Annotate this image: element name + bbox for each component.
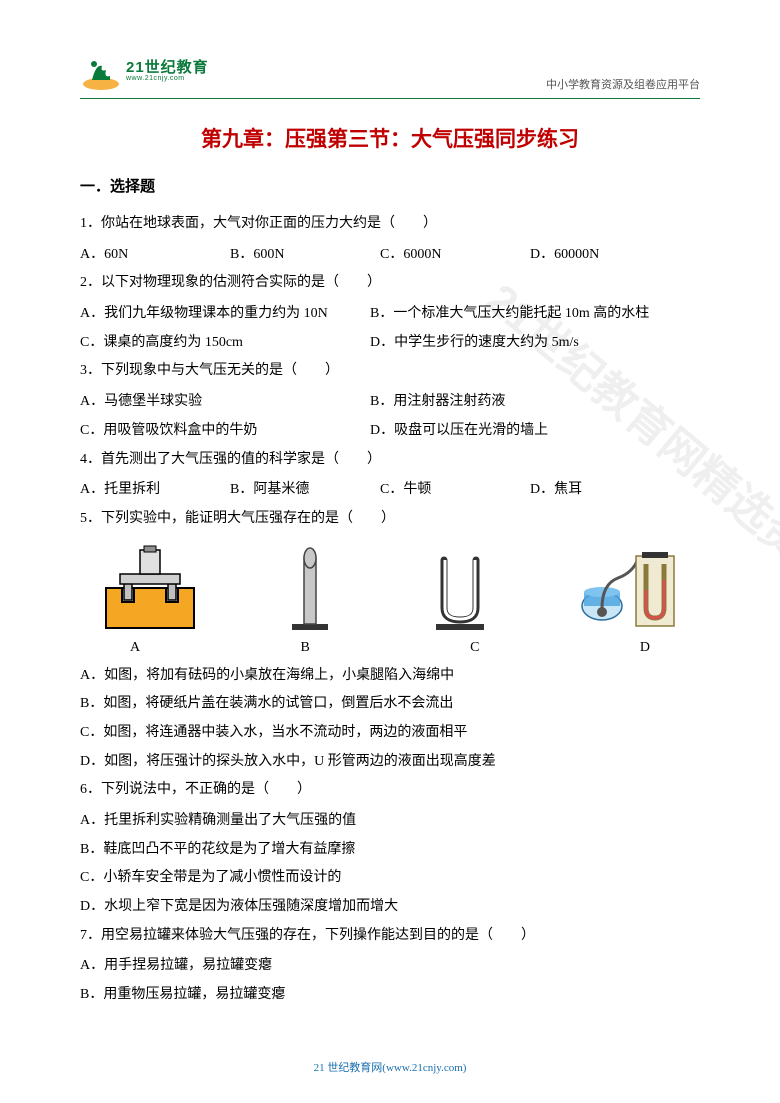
q4-optD: D．焦耳 — [530, 476, 680, 505]
page: 21世纪教育 www.21cnjy.com 中小学教育资源及组卷应用平台 第九章… — [0, 0, 780, 1103]
q2-optD: D．中学生步行的速度大约为 5m/s — [370, 329, 579, 358]
q3-row2: C．用吸管吸饮料盒中的牛奶 D．吸盘可以压在光滑的墙上 — [80, 417, 700, 446]
q6-optC: C．小轿车安全带是为了减小惯性而设计的 — [80, 864, 700, 893]
q5-figures — [80, 536, 700, 636]
q5-optB: B．如图，将硬纸片盖在装满水的试管口，倒置后水不会流出 — [80, 690, 700, 719]
q1-optC: C．6000N — [380, 241, 530, 270]
q5-fig-a — [100, 544, 200, 632]
q1-stem: 1．你站在地球表面，大气对你正面的压力大约是（ ） — [80, 210, 700, 239]
q4-optC: C．牛顿 — [380, 476, 530, 505]
q5-fig-label-d: D — [640, 640, 650, 656]
q5-stem: 5．下列实验中，能证明大气压强存在的是（ ） — [80, 505, 700, 534]
header-right-text: 中小学教育资源及组卷应用平台 — [546, 76, 700, 92]
q4-stem: 4．首先测出了大气压强的值的科学家是（ ） — [80, 446, 700, 475]
q5-optC: C．如图，将连通器中装入水，当水不流动时，两边的液面相平 — [80, 719, 700, 748]
q3-optC: C．用吸管吸饮料盒中的牛奶 — [80, 417, 370, 446]
q5-optD: D．如图，将压强计的探头放入水中，U 形管两边的液面出现高度差 — [80, 748, 700, 777]
q5-fig-labels: A B C D — [80, 636, 700, 662]
q3-optA: A．马德堡半球实验 — [80, 388, 370, 417]
q5-fig-c — [420, 544, 500, 632]
q4-optA: A．托里拆利 — [80, 476, 230, 505]
logo: 21世纪教育 www.21cnjy.com — [80, 50, 209, 92]
q6-optA: A．托里拆利实验精确测量出了大气压强的值 — [80, 807, 700, 836]
q7-stem: 7．用空易拉罐来体验大气压强的存在，下列操作能达到目的的是（ ） — [80, 922, 700, 951]
q2-optA: A．我们九年级物理课本的重力约为 10N — [80, 300, 370, 329]
q3-row1: A．马德堡半球实验 B．用注射器注射药液 — [80, 388, 700, 417]
q2-stem: 2．以下对物理现象的估测符合实际的是（ ） — [80, 269, 700, 298]
q5-fig-label-b: B — [300, 640, 309, 656]
logo-text: 21世纪教育 www.21cnjy.com — [126, 60, 209, 82]
q2-row2: C．课桌的高度约为 150cm D．中学生步行的速度大约为 5m/s — [80, 329, 700, 358]
q2-optB: B．一个标准大气压大约能托起 10m 高的水柱 — [370, 300, 649, 329]
q4-options: A．托里拆利 B．阿基米德 C．牛顿 D．焦耳 — [80, 476, 700, 505]
q3-stem: 3．下列现象中与大气压无关的是（ ） — [80, 357, 700, 386]
q1-optB: B．600N — [230, 241, 380, 270]
q3-optD: D．吸盘可以压在光滑的墙上 — [370, 417, 548, 446]
q2-row1: A．我们九年级物理课本的重力约为 10N B．一个标准大气压大约能托起 10m … — [80, 300, 700, 329]
q5-fig-label-a: A — [130, 640, 140, 656]
q6-optD: D．水坝上窄下宽是因为液体压强随深度增加而增大 — [80, 893, 700, 922]
logo-icon — [80, 50, 122, 92]
q5-fig-b — [280, 544, 340, 632]
q1-optD: D．60000N — [530, 241, 680, 270]
section-header: 一．选择题 — [80, 175, 700, 196]
q2-optC: C．课桌的高度约为 150cm — [80, 329, 370, 358]
q6-optB: B．鞋底凹凸不平的花纹是为了增大有益摩擦 — [80, 836, 700, 865]
q3-optB: B．用注射器注射药液 — [370, 388, 505, 417]
header-rule — [80, 98, 700, 99]
q5-optA: A．如图，将加有砝码的小桌放在海绵上，小桌腿陷入海绵中 — [80, 662, 700, 691]
header: 21世纪教育 www.21cnjy.com 中小学教育资源及组卷应用平台 — [80, 50, 700, 92]
q1-optA: A．60N — [80, 241, 230, 270]
page-title: 第九章：压强第三节：大气压强同步练习 — [80, 123, 700, 153]
q7-optA: A．用手捏易拉罐，易拉罐变瘪 — [80, 952, 700, 981]
q1-options: A．60N B．600N C．6000N D．60000N — [80, 241, 700, 270]
q4-optB: B．阿基米德 — [230, 476, 380, 505]
logo-line2: www.21cnjy.com — [126, 75, 209, 82]
q6-stem: 6．下列说法中，不正确的是（ ） — [80, 776, 700, 805]
logo-line1: 21世纪教育 — [126, 60, 209, 75]
q5-fig-d — [580, 544, 680, 632]
q7-optB: B．用重物压易拉罐，易拉罐变瘪 — [80, 981, 700, 1010]
footer: 21 世纪教育网(www.21cnjy.com) — [0, 1059, 780, 1075]
q5-fig-label-c: C — [470, 640, 479, 656]
